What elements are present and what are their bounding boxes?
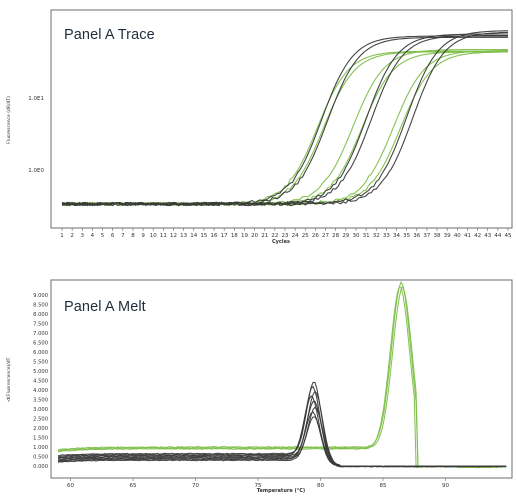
trace-x-tick-label: 9: [141, 233, 145, 239]
trace-x-tick-label: 5: [101, 233, 105, 239]
melt-y-tick-label: 7.000: [33, 331, 48, 337]
trace-x-tick-label: 30: [352, 233, 359, 239]
trace-x-tick-label: 11: [160, 233, 167, 239]
trace-x-tick-label: 34: [393, 233, 400, 239]
trace-x-tick-label: 33: [383, 233, 390, 239]
melt-plot-frame: [50, 279, 513, 479]
trace-x-tick-label: 26: [312, 233, 319, 239]
melt-y-tick-label: 1.000: [33, 445, 48, 451]
trace-x-tick-label: 21: [261, 233, 268, 239]
trace-x-tick-label: 40: [454, 233, 461, 239]
melt-y-tick-label: 2.000: [33, 426, 48, 432]
trace-series-group: [61, 30, 509, 207]
trace-x-tick-label: 29: [342, 233, 349, 239]
trace-x-tick-label: 39: [444, 233, 451, 239]
melt-series-group: [57, 280, 507, 469]
trace-y-tick-label: 1.0E0: [28, 168, 44, 174]
trace-y-tick-group: 1.0E1 1.0E0: [28, 96, 44, 174]
melt-y-tick-label: 9.000: [33, 293, 48, 299]
melt-y-tick-label: 7.500: [33, 322, 48, 328]
melt-y-tick-label: 5.500: [33, 360, 48, 366]
melt-y-tick-label: 5.000: [33, 369, 48, 375]
trace-x-axis-label: Cycles: [272, 239, 290, 245]
trace-x-tick-label: 19: [241, 233, 248, 239]
melt-x-tick-group: 60 65 70 75 80 85 90: [67, 478, 449, 489]
trace-x-tick-label: 35: [403, 233, 410, 239]
melt-y-tick-label: 4.000: [33, 388, 48, 394]
melt-y-axis-label: -d(Fluorescence)/dT: [6, 357, 12, 402]
melt-x-tick-label: 85: [380, 483, 387, 489]
melt-x-tick-label: 65: [130, 483, 137, 489]
trace-x-tick-label: 27: [322, 233, 329, 239]
trace-x-tick-label: 31: [363, 233, 370, 239]
melt-x-tick-label: 75: [255, 483, 262, 489]
melt-x-tick-label: 70: [192, 483, 199, 489]
trace-x-tick-label: 44: [494, 233, 501, 239]
trace-x-tick-label: 43: [484, 233, 491, 239]
trace-x-tick-label: 16: [211, 233, 218, 239]
trace-x-tick-label: 17: [221, 233, 228, 239]
trace-y-tick-label: 1.0E1: [28, 96, 44, 102]
trace-x-tick-label: 36: [413, 233, 420, 239]
melt-x-axis-label: Temperature (°C): [257, 488, 305, 494]
trace-x-tick-label: 42: [474, 233, 481, 239]
trace-x-tick-label: 10: [150, 233, 157, 239]
melt-y-tick-label: 3.000: [33, 407, 48, 413]
melt-series-line: [57, 416, 507, 468]
trace-x-tick-group: 1 2 3 4 5 6 7 8 9 10 11 12 13 14 15 16 17 18 19 20 21 22 23 24 2…: [60, 228, 512, 239]
trace-x-tick-label: 15: [200, 233, 207, 239]
melt-y-tick-label: 6.000: [33, 350, 48, 356]
trace-x-tick-label: 32: [373, 233, 380, 239]
melt-y-tick-group: 0.000 0.500 1.000 1.500 2.000 2.500 3.000 3.500…: [33, 293, 48, 470]
melt-y-tick-label: 0.500: [33, 455, 48, 461]
melt-x-tick-label: 60: [67, 483, 74, 489]
melt-y-tick-label: 6.500: [33, 341, 48, 347]
trace-x-tick-label: 23: [282, 233, 289, 239]
trace-x-tick-label: 22: [271, 233, 278, 239]
trace-x-tick-label: 18: [231, 233, 238, 239]
melt-y-tick-label: 3.500: [33, 398, 48, 404]
melt-x-tick-label: 90: [442, 483, 449, 489]
trace-x-tick-label: 41: [464, 233, 471, 239]
melt-panel-label: Panel A Melt: [64, 299, 146, 315]
trace-x-tick-label: 4: [91, 233, 95, 239]
trace-x-tick-label: 12: [170, 233, 177, 239]
trace-x-tick-label: 2: [70, 233, 74, 239]
trace-x-tick-label: 24: [292, 233, 299, 239]
trace-panel-label: Panel A Trace: [64, 27, 155, 43]
trace-x-tick-label: 3: [81, 233, 85, 239]
trace-x-tick-label: 45: [505, 233, 512, 239]
trace-x-tick-label: 1: [60, 233, 64, 239]
trace-x-tick-label: 7: [121, 233, 125, 239]
melt-x-tick-label: 80: [317, 483, 324, 489]
melt-y-tick-label: 8.500: [33, 303, 48, 309]
trace-x-tick-label: 8: [131, 233, 135, 239]
trace-y-axis-label: Fluorescence (dR/dT): [6, 96, 12, 144]
trace-x-tick-label: 28: [332, 233, 339, 239]
trace-x-tick-label: 6: [111, 233, 115, 239]
melt-y-tick-label: 1.500: [33, 436, 48, 442]
trace-x-tick-label: 20: [251, 233, 258, 239]
melt-y-tick-label: 0.000: [33, 464, 48, 470]
melt-y-tick-label: 2.500: [33, 417, 48, 423]
melt-y-tick-label: 8.000: [33, 312, 48, 318]
trace-series-line: [61, 31, 509, 207]
melt-y-tick-label: 4.500: [33, 379, 48, 385]
trace-x-tick-label: 14: [190, 233, 197, 239]
trace-x-tick-label: 13: [180, 233, 187, 239]
trace-x-tick-label: 38: [434, 233, 441, 239]
trace-x-tick-label: 25: [302, 233, 309, 239]
trace-x-tick-label: 37: [423, 233, 430, 239]
